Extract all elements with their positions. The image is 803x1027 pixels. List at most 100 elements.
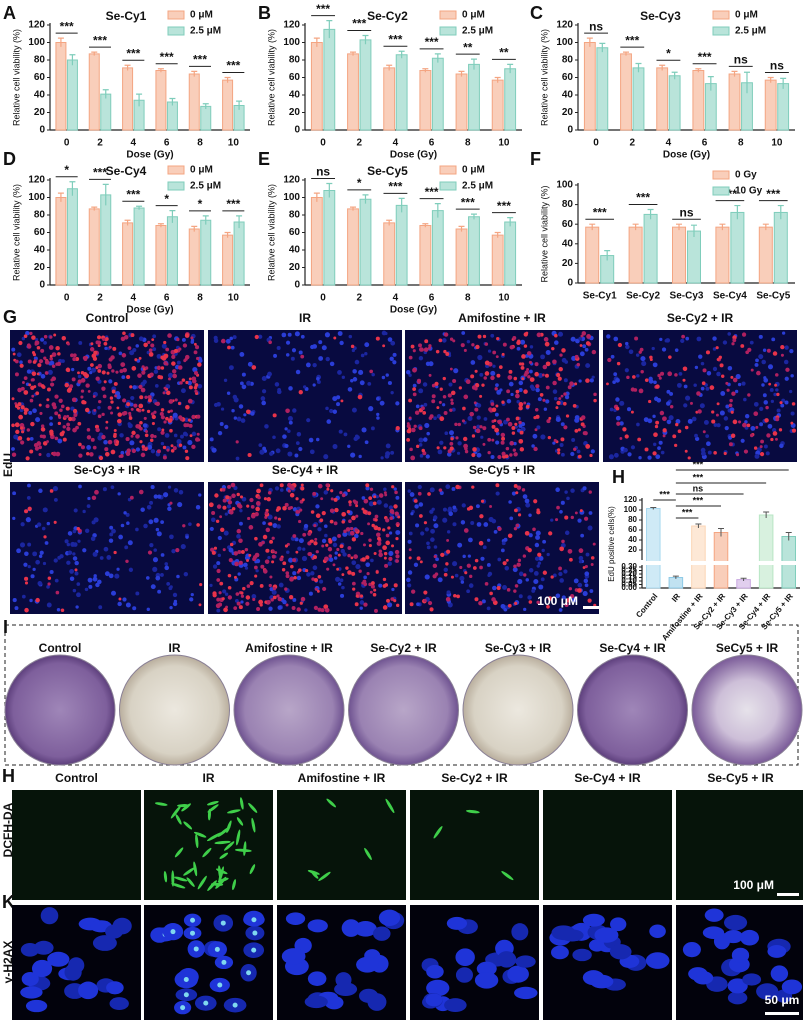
- edu-nucleus: [469, 574, 473, 579]
- edu-nucleus: [194, 371, 199, 376]
- nucleus: [559, 578, 564, 583]
- nucleus: [153, 517, 159, 523]
- ros-cell: [236, 829, 241, 846]
- bar: [620, 53, 632, 131]
- nucleus: [467, 554, 471, 558]
- edu-nucleus: [54, 411, 59, 416]
- nucleus: [166, 581, 171, 586]
- nucleus: [160, 520, 165, 524]
- nucleus: [347, 444, 351, 448]
- edu-nucleus: [534, 362, 539, 367]
- nucleus: [504, 565, 510, 571]
- nucleus: [359, 600, 365, 605]
- edu-nucleus: [102, 337, 106, 341]
- significance-label: ***: [425, 185, 439, 199]
- ros-cell: [186, 877, 195, 887]
- x-tick-label: 8: [465, 138, 471, 149]
- significance-label: ***: [388, 180, 402, 194]
- edu-nucleus: [446, 549, 451, 554]
- edu-nucleus: [565, 414, 570, 418]
- nucleus: [21, 336, 26, 341]
- y-tick-label: 0.25: [621, 566, 637, 575]
- bar: [100, 194, 112, 286]
- edu-nucleus: [500, 432, 506, 438]
- nucleus: [191, 431, 197, 437]
- nucleus: [552, 573, 557, 578]
- edu-nucleus: [369, 487, 374, 491]
- significance-label: ***: [352, 17, 366, 31]
- nucleus: [391, 587, 395, 592]
- nucleus: [538, 584, 544, 590]
- nucleus: [29, 598, 33, 603]
- nucleus: [44, 541, 49, 545]
- edu-nucleus: [484, 581, 489, 586]
- edu-nucleus: [272, 595, 277, 600]
- edu-nucleus: [126, 402, 131, 407]
- edu-nucleus: [167, 418, 173, 423]
- image-label: Control: [55, 771, 98, 785]
- edu-nucleus: [234, 561, 239, 567]
- nucleus: [77, 539, 81, 543]
- nucleus: [302, 385, 307, 389]
- edu-nucleus: [507, 533, 513, 538]
- nucleus: [173, 599, 178, 604]
- edu-nucleus: [245, 595, 251, 600]
- micrograph: [144, 790, 273, 900]
- edu-nucleus: [313, 541, 318, 546]
- nucleus: [337, 582, 342, 586]
- nucleus: [209, 526, 214, 532]
- edu-nucleus: [567, 548, 573, 554]
- y-tick-label: 80: [34, 55, 46, 66]
- edu-nucleus: [652, 451, 657, 456]
- nucleus: [615, 377, 620, 383]
- edu-nucleus: [529, 377, 535, 382]
- nucleus: [707, 450, 712, 455]
- nucleus: [49, 422, 54, 426]
- edu-nucleus: [333, 336, 337, 340]
- edu-nucleus: [729, 398, 733, 403]
- legend-swatch: [712, 170, 730, 180]
- nucleus: [260, 396, 266, 401]
- bar: [668, 75, 681, 131]
- nucleus: [326, 419, 332, 424]
- edu-nucleus: [446, 538, 450, 542]
- edu-nucleus: [413, 499, 418, 503]
- edu-nucleus: [284, 544, 289, 548]
- nucleus: [294, 331, 300, 337]
- error-bar: [470, 213, 477, 220]
- edu-nucleus: [104, 338, 108, 342]
- edu-nucleus: [507, 421, 513, 427]
- edu-nucleus: [144, 366, 149, 370]
- edu-nucleus: [254, 574, 258, 578]
- edu-nucleus: [354, 602, 359, 607]
- edu-nucleus: [471, 434, 476, 438]
- edu-nucleus: [366, 572, 370, 576]
- nucleus: [763, 377, 769, 383]
- nucleus: [585, 363, 591, 369]
- edu-nucleus: [198, 603, 202, 607]
- image-label: Se-Cy4 + IR: [574, 771, 641, 785]
- nucleus: [93, 517, 99, 523]
- nucleus: [426, 431, 430, 436]
- edu-nucleus: [139, 420, 143, 425]
- edu-nucleus: [363, 498, 369, 504]
- nucleus: [572, 948, 592, 962]
- nucleus: [255, 569, 259, 573]
- edu-nucleus: [334, 507, 339, 513]
- y-tick-label: 40: [289, 90, 301, 101]
- edu-nucleus: [449, 367, 453, 371]
- edu-nucleus: [406, 422, 410, 425]
- ros-cell: [171, 883, 186, 889]
- bar: [777, 83, 790, 131]
- nucleus: [475, 504, 480, 509]
- edu-nucleus: [482, 442, 486, 446]
- ros-cell: [193, 861, 198, 877]
- edu-nucleus: [57, 352, 61, 356]
- nucleus: [87, 366, 92, 371]
- edu-nucleus: [66, 342, 70, 346]
- edu-nucleus: [169, 409, 173, 413]
- nucleus: [102, 487, 107, 492]
- nucleus: [728, 435, 732, 440]
- edu-nucleus: [97, 363, 103, 369]
